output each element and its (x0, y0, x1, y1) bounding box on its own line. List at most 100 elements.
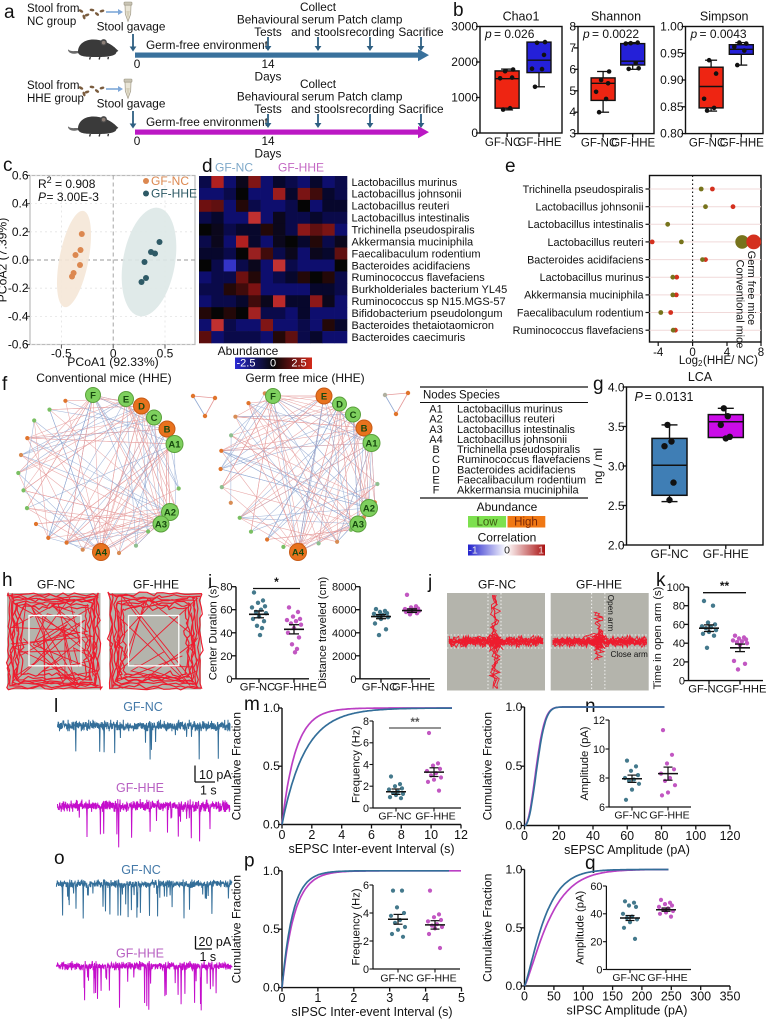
svg-text:GF-HHE: GF-HHE (151, 187, 197, 201)
svg-text:F: F (270, 391, 276, 402)
svg-text:p: p (690, 27, 698, 41)
svg-text:Amplitude (pA): Amplitude (pA) (575, 891, 587, 965)
svg-text:sIPSC Amplitude (pA): sIPSC Amplitude (pA) (567, 1004, 688, 1018)
svg-text:2.5: 2.5 (291, 358, 306, 370)
svg-text:Bacteroides acidifaciens: Bacteroides acidifaciens (352, 260, 471, 272)
svg-text:Lactobacillus murinus: Lactobacillus murinus (540, 272, 644, 284)
svg-text:80: 80 (655, 829, 669, 843)
svg-text:E: E (123, 394, 129, 405)
svg-text:0: 0 (504, 544, 510, 556)
svg-text:p: p (484, 27, 492, 41)
svg-text:1 s: 1 s (200, 950, 217, 964)
svg-text:Stool gavage: Stool gavage (97, 97, 166, 111)
svg-text:Akkermansia muciniphila: Akkermansia muciniphila (524, 290, 643, 302)
svg-text:b: b (453, 0, 464, 21)
svg-text:3: 3 (386, 991, 393, 1005)
svg-text:P: P (38, 190, 46, 204)
svg-text:Tests: Tests (254, 25, 282, 39)
svg-text:Burkholderiales bacterium YL45: Burkholderiales bacterium YL45 (352, 284, 508, 296)
svg-text:Shannon: Shannon (591, 10, 641, 24)
svg-text:Amplitude (pA): Amplitude (pA) (579, 726, 591, 800)
svg-text:e: e (505, 156, 516, 177)
svg-text:P: P (635, 390, 644, 404)
svg-text:A3: A3 (352, 519, 364, 530)
svg-text:PCoA1 (92.33%): PCoA1 (92.33%) (67, 355, 158, 369)
svg-text:= 0.0131: = 0.0131 (645, 390, 694, 404)
svg-text:10: 10 (424, 828, 438, 842)
svg-text:GF-HHE: GF-HHE (703, 547, 749, 561)
svg-text:-4: -4 (653, 347, 664, 359)
svg-text:g: g (593, 374, 604, 395)
svg-text:4: 4 (422, 991, 429, 1005)
svg-text:12: 12 (454, 828, 468, 842)
svg-text:recording: recording (345, 25, 394, 39)
svg-text:GF-NC: GF-NC (612, 972, 646, 984)
svg-text:0.5: 0.5 (505, 759, 522, 773)
svg-text:40: 40 (673, 638, 685, 650)
svg-text:LCA: LCA (688, 370, 713, 384)
svg-text:Frequency (Hz): Frequency (Hz) (351, 888, 363, 965)
svg-text:2: 2 (363, 936, 369, 948)
svg-text:NC group: NC group (27, 16, 76, 28)
svg-text:40: 40 (220, 628, 232, 640)
svg-text:Bifidobacterium pseudolongum: Bifidobacterium pseudolongum (352, 308, 503, 320)
svg-text:B: B (361, 423, 368, 434)
svg-text:Distance traveled (cm): Distance traveled (cm) (317, 576, 329, 688)
svg-text:Correlation: Correlation (478, 531, 537, 545)
svg-text:100: 100 (685, 829, 706, 843)
svg-text:10: 10 (593, 744, 605, 756)
svg-text:8: 8 (398, 828, 405, 842)
svg-text:0: 0 (679, 676, 685, 688)
svg-text:Trichinella pseudospiralis: Trichinella pseudospiralis (352, 225, 476, 237)
svg-text:Faecalibaculum rodentium: Faecalibaculum rodentium (352, 248, 481, 260)
svg-text:GF-HHE: GF-HHE (416, 973, 456, 985)
svg-text:-0.2: -0.2 (8, 281, 29, 295)
svg-text:-1: -1 (468, 544, 477, 556)
svg-text:Sacrifice: Sacrifice (398, 25, 444, 39)
svg-text:Akkermansia muciniphila: Akkermansia muciniphila (457, 485, 580, 497)
svg-text:0.4: 0.4 (12, 197, 29, 211)
svg-text:R2 = 0.908: R2 = 0.908 (38, 175, 96, 191)
svg-text:sEPSC Amplitude (pA): sEPSC Amplitude (pA) (564, 843, 690, 857)
svg-text:1.0: 1.0 (263, 864, 280, 878)
svg-text:and stools: and stools (291, 102, 345, 116)
svg-text:20: 20 (590, 937, 602, 949)
svg-text:GF-HHE: GF-HHE (415, 811, 455, 823)
svg-text:-0.4: -0.4 (8, 309, 29, 323)
svg-text:200: 200 (631, 990, 652, 1004)
svg-text:3.0: 3.0 (608, 460, 625, 474)
svg-text:Lactobacillus intestinalis: Lactobacillus intestinalis (528, 219, 644, 231)
svg-text:1: 1 (538, 544, 544, 556)
svg-text:Bacteroides acidifaciens: Bacteroides acidifaciens (527, 254, 644, 266)
svg-text:0.2: 0.2 (12, 225, 29, 239)
svg-text:Close arm: Close arm (611, 650, 648, 659)
svg-text:0: 0 (521, 990, 528, 1004)
svg-text:Days: Days (255, 70, 282, 84)
svg-text:Ruminococcus flavefaciens: Ruminococcus flavefaciens (513, 325, 644, 337)
svg-text:GF-NC: GF-NC (240, 682, 275, 694)
svg-text:1.0: 1.0 (505, 700, 522, 714)
svg-text:High: High (514, 516, 538, 528)
svg-text:100: 100 (667, 582, 685, 594)
svg-text:40: 40 (590, 909, 602, 921)
svg-text:Conventional mice (HHE): Conventional mice (HHE) (36, 371, 171, 385)
svg-text:4: 4 (569, 105, 576, 119)
svg-text:60: 60 (620, 829, 634, 843)
svg-text:5: 5 (458, 991, 465, 1005)
svg-text:j: j (427, 572, 432, 593)
svg-text:1000: 1000 (451, 91, 478, 105)
svg-text:Open arm: Open arm (606, 595, 615, 632)
svg-text:-2.5: -2.5 (237, 358, 256, 370)
svg-text:Sacrifice: Sacrifice (398, 102, 444, 116)
svg-text:A1: A1 (365, 438, 378, 449)
svg-text:Cumulative Fraction: Cumulative Fraction (481, 712, 495, 820)
svg-text:Stool from: Stool from (27, 80, 79, 92)
svg-text:Trichinella pseudospiralis: Trichinella pseudospiralis (523, 184, 644, 196)
svg-text:Center Duration (s): Center Duration (s) (208, 585, 220, 680)
svg-text:20: 20 (673, 657, 685, 669)
svg-text:0.95: 0.95 (660, 46, 684, 60)
svg-text:8: 8 (363, 716, 369, 728)
svg-text:GF-NC: GF-NC (121, 863, 161, 877)
svg-text:6: 6 (363, 880, 369, 892)
svg-text:1.0: 1.0 (263, 701, 280, 715)
